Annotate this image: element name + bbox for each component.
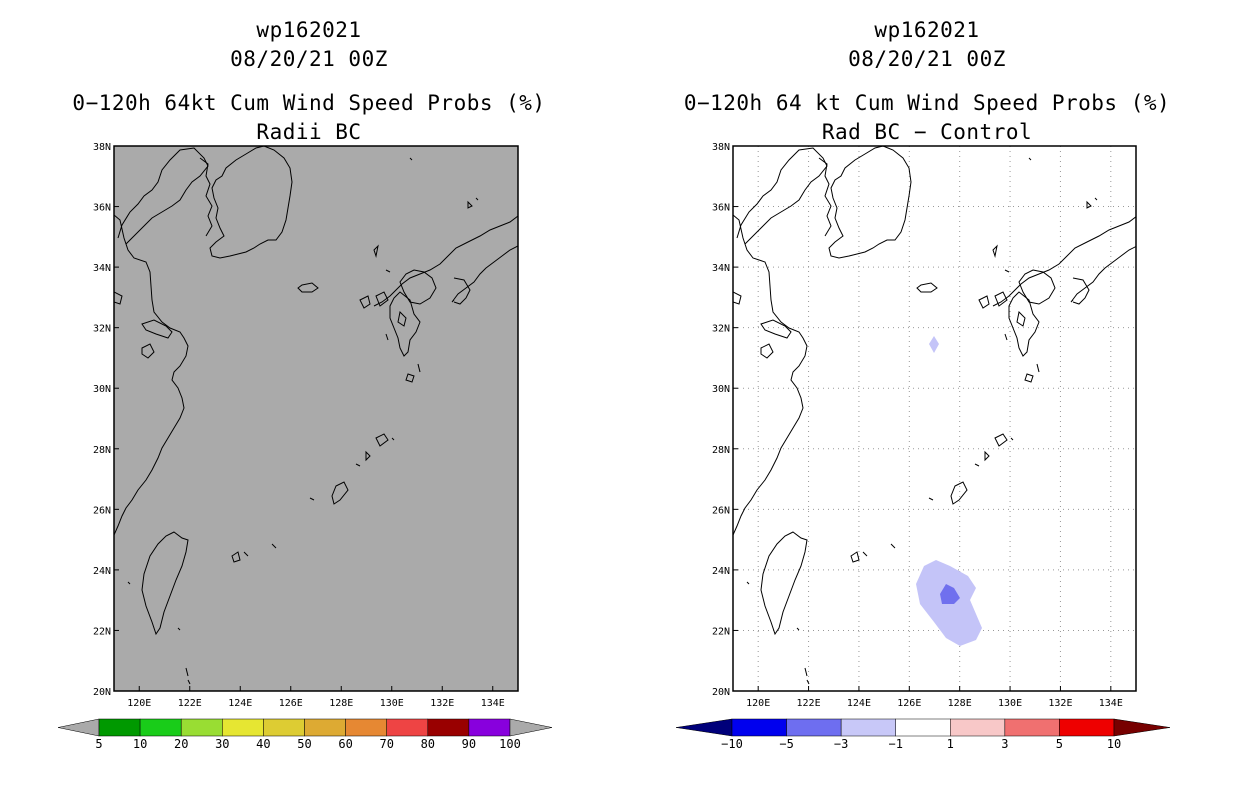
colorbar-box (468, 718, 511, 737)
lat-label: 32N (712, 324, 730, 335)
colorbar-left-arrow (675, 718, 733, 737)
right-title-variant: Rad BC − Control (821, 120, 1033, 144)
left-title-storm-id: wp162021 (256, 18, 362, 42)
lat-label: 36N (93, 203, 111, 214)
right-title-product: 0−120h 64 kt Cum Wind Speed Probs (%) (683, 91, 1171, 115)
lat-label: 22N (712, 626, 730, 637)
lat-label: 28N (712, 445, 730, 456)
colorbar-label: 20 (174, 737, 188, 751)
colorbar-label: 10 (1107, 737, 1121, 751)
right-map-frame (732, 145, 1137, 692)
colorbar-box (950, 718, 1006, 737)
colorbar-box (386, 718, 429, 737)
colorbar-label: 50 (297, 737, 311, 751)
colorbar-right-arrow (509, 718, 553, 737)
colorbar-box (222, 718, 264, 737)
colorbar-label: −1 (888, 737, 902, 751)
colorbar-label: 70 (379, 737, 393, 751)
colorbar-box (139, 718, 182, 737)
colorbar-box (1004, 718, 1060, 737)
colorbar-label: 90 (462, 737, 476, 751)
small-blue-patch (929, 336, 939, 353)
left-map-frame (113, 145, 519, 692)
colorbar-box (98, 718, 141, 737)
lon-label: 130E (998, 698, 1022, 709)
lon-label: 122E (178, 698, 202, 709)
colorbar-label: 1 (947, 737, 954, 751)
right-colorbar: −10 −5 −3 −1 1 3 5 10 (675, 718, 1171, 751)
lat-label: 32N (93, 324, 111, 335)
colorbar-label: 3 (1001, 737, 1008, 751)
colorbar-box (786, 718, 842, 737)
lon-label: 132E (430, 698, 454, 709)
lon-label: 120E (746, 698, 770, 709)
left-title-date: 08/20/21 00Z (230, 47, 388, 71)
lon-label: 126E (279, 698, 303, 709)
lon-label: 132E (1048, 698, 1072, 709)
lat-label: 28N (93, 445, 111, 456)
colorbar-box (345, 718, 387, 737)
colorbar-label: −3 (834, 737, 848, 751)
colorbar-label: 60 (338, 737, 352, 751)
left-colorbar: 5 10 20 30 40 50 60 70 80 90 100 (57, 718, 553, 751)
lon-label: 134E (481, 698, 505, 709)
colorbar-box (1059, 718, 1115, 737)
lat-label: 38N (93, 142, 111, 153)
colorbar-label: 5 (1056, 737, 1063, 751)
colorbar-label: −5 (779, 737, 793, 751)
medium-blue-core (940, 584, 960, 604)
lon-label: 128E (329, 698, 353, 709)
right-axes: 38N 36N 34N 32N 30N 28N 26N 24N 22N 20N 120E 122E 12… (712, 142, 1123, 709)
colorbar-label: 30 (215, 737, 229, 751)
right-map-panel: 38N 36N 34N 32N 30N 28N 26N 24N 22N 20N 120E 122E 12… (675, 142, 1171, 751)
colorbar-box (731, 718, 787, 737)
lat-label: 26N (712, 505, 730, 516)
right-title-date: 08/20/21 00Z (848, 47, 1006, 71)
lat-label: 22N (93, 626, 111, 637)
lat-label: 36N (712, 203, 730, 214)
colorbar-left-arrow (57, 718, 100, 737)
lat-label: 20N (712, 687, 730, 698)
colorbar-label: 80 (421, 737, 435, 751)
lon-label: 126E (897, 698, 921, 709)
left-map-panel: 38N 36N 34N 32N 30N 28N 26N 24N 22N 20N 120E 122E 12… (57, 142, 553, 751)
lon-label: 124E (228, 698, 252, 709)
lon-label: 120E (127, 698, 151, 709)
colorbar-label: −10 (721, 737, 743, 751)
left-axes: 38N 36N 34N 32N 30N 28N 26N 24N 22N 20N 120E 122E 12… (93, 142, 505, 709)
colorbar-box (840, 718, 896, 737)
colorbar-label: 40 (256, 737, 270, 751)
left-title-variant: Radii BC (256, 120, 362, 144)
left-title-product: 0−120h 64kt Cum Wind Speed Probs (%) (72, 91, 546, 115)
colorbar-label: 10 (133, 737, 147, 751)
lat-label: 30N (93, 384, 111, 395)
left-map-background (114, 146, 518, 691)
lat-label: 26N (93, 505, 111, 516)
colorbar-box (304, 718, 346, 737)
lat-label: 34N (712, 263, 730, 274)
lon-label: 124E (847, 698, 871, 709)
lat-label: 24N (93, 566, 111, 577)
lat-label: 34N (93, 263, 111, 274)
lon-label: 122E (797, 698, 821, 709)
lon-label: 134E (1099, 698, 1123, 709)
lon-label: 130E (380, 698, 404, 709)
lon-label: 128E (948, 698, 972, 709)
lat-label: 38N (712, 142, 730, 153)
colorbar-box (427, 718, 470, 737)
colorbar-box (180, 718, 223, 737)
lat-label: 20N (93, 687, 111, 698)
colorbar-label: 100 (499, 737, 521, 751)
right-title-storm-id: wp162021 (874, 18, 980, 42)
lat-label: 30N (712, 384, 730, 395)
right-gridlines (733, 146, 1136, 691)
colorbar-box (895, 718, 951, 737)
lat-label: 24N (712, 566, 730, 577)
colorbar-right-arrow (1113, 718, 1171, 737)
colorbar-box (263, 718, 305, 737)
colorbar-label: 5 (95, 737, 102, 751)
